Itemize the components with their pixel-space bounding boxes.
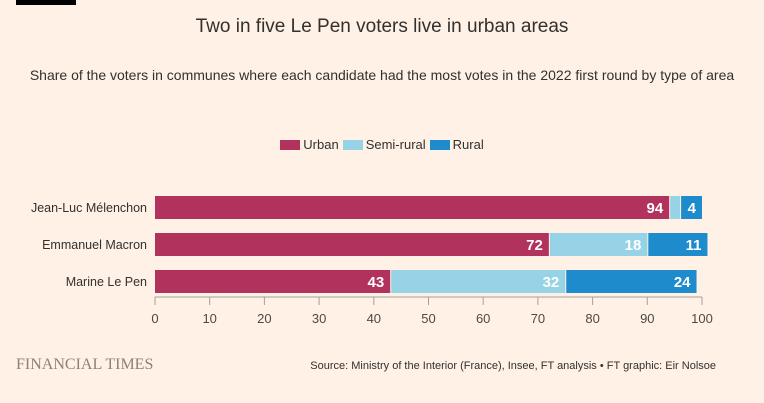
ft-top-rule xyxy=(16,0,76,5)
category-label-marine-le-pen: Marine Le Pen xyxy=(66,275,147,289)
legend-label-urban: Urban xyxy=(303,137,339,152)
x-tick-label-100: 100 xyxy=(691,311,713,326)
x-tick-label-20: 20 xyxy=(257,311,271,326)
x-tick-label-40: 40 xyxy=(367,311,381,326)
category-label-jean-luc-melenchon: Jean-Luc Mélenchon xyxy=(31,201,147,215)
category-label-emmanuel-macron: Emmanuel Macron xyxy=(42,238,147,252)
x-tick-label-50: 50 xyxy=(421,311,435,326)
x-tick-label-10: 10 xyxy=(202,311,216,326)
data-label-semi-rural-marine-le-pen: 32 xyxy=(543,274,560,291)
x-tick-label-80: 80 xyxy=(585,311,599,326)
bar-rural-emmanuel-macron xyxy=(648,233,708,256)
data-label-rural-emmanuel-macron: 11 xyxy=(686,237,702,254)
chart-title: Two in five Le Pen voters live in urban … xyxy=(195,16,569,37)
legend-swatch-urban xyxy=(280,139,301,150)
bar-semi-rural-emmanuel-macron xyxy=(549,233,648,256)
bar-semi-rural-marine-le-pen xyxy=(391,270,566,293)
x-tick-label-90: 90 xyxy=(640,311,654,326)
legend: Urban Semi-rural Rural xyxy=(0,137,764,152)
legend-item-semi-rural: Semi-rural xyxy=(342,137,426,152)
chart-subtitle: Share of the voters in communes where ea… xyxy=(29,67,735,83)
legend-item-rural: Rural xyxy=(429,137,484,152)
data-label-urban-emmanuel-macron: 72 xyxy=(526,237,543,254)
ft-logo: FINANCIAL TIMES xyxy=(16,356,154,373)
x-tick-label-30: 30 xyxy=(312,311,326,326)
data-label-rural-marine-le-pen: 24 xyxy=(674,274,691,291)
bar-urban-marine-le-pen xyxy=(155,270,391,293)
legend-label-rural: Rural xyxy=(452,137,484,152)
bar-rural-jean-luc-melenchon xyxy=(681,196,702,219)
x-tick-label-0: 0 xyxy=(151,311,158,326)
bar-rural-marine-le-pen xyxy=(566,270,697,293)
data-label-semi-rural-emmanuel-macron: 18 xyxy=(625,237,642,254)
source-note: Source: Ministry of the Interior (France… xyxy=(310,360,716,372)
data-label-urban-jean-luc-melenchon: 94 xyxy=(646,200,663,217)
legend-label-semi-rural: Semi-rural xyxy=(365,137,426,152)
bar-urban-jean-luc-melenchon xyxy=(155,196,670,219)
x-tick-label-70: 70 xyxy=(531,311,545,326)
legend-swatch-semi-rural xyxy=(342,139,363,150)
legend-item-urban: Urban xyxy=(280,137,339,152)
bar-urban-emmanuel-macron xyxy=(155,233,549,256)
legend-swatch-rural xyxy=(429,139,450,150)
data-label-rural-jean-luc-melenchon: 4 xyxy=(688,200,697,217)
stacked-bar-chart: Jean-Luc Mélenchon 94 4 Emmanuel Macron 72 18… xyxy=(31,196,713,326)
data-label-urban-marine-le-pen: 43 xyxy=(368,274,385,291)
x-tick-label-60: 60 xyxy=(476,311,490,326)
bar-semi-rural-jean-luc-melenchon xyxy=(670,196,681,219)
